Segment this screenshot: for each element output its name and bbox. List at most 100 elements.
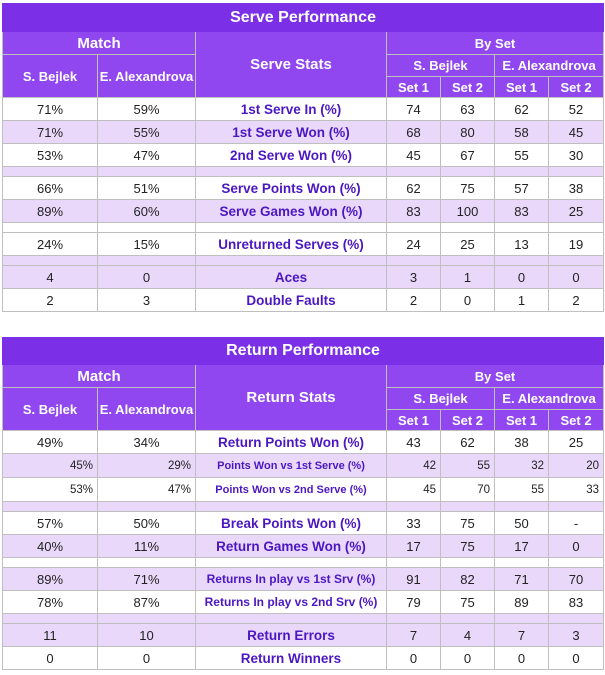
- set-value: 0: [440, 288, 495, 312]
- table-row: 11 10 Return Errors 7 4 7 3: [2, 623, 605, 647]
- match-value: 11%: [97, 534, 196, 558]
- stat-label: Break Points Won (%): [195, 511, 387, 535]
- set1-header: Set 1: [386, 409, 441, 431]
- match-value: 78%: [2, 590, 98, 614]
- return-performance-panel: Return Performance Match Return Stats By…: [1, 337, 605, 670]
- set-value: 79: [386, 590, 441, 614]
- set-value: 3: [547, 623, 605, 647]
- set-value: 62: [386, 176, 441, 200]
- set-value: 75: [440, 590, 495, 614]
- table-row: 49% 34% Return Points Won (%) 43 62 38 2…: [2, 430, 605, 454]
- stat-label: Points Won vs 1st Serve (%): [195, 453, 387, 478]
- spacer-row: [2, 222, 605, 233]
- match-value: 89%: [2, 567, 98, 591]
- set-value: 0: [440, 646, 495, 670]
- table-row: 0 0 Return Winners 0 0 0 0: [2, 646, 605, 670]
- set-value: 55: [494, 477, 549, 502]
- set-value: 17: [386, 534, 441, 558]
- set-value: 30: [547, 143, 605, 167]
- table-row: 53% 47% 2nd Serve Won (%) 45 67 55 30: [2, 143, 605, 167]
- stat-label: Serve Games Won (%): [195, 199, 387, 223]
- player2-header: E. Alexandrova: [97, 387, 196, 431]
- table-row: 66% 51% Serve Points Won (%) 62 75 57 38: [2, 176, 605, 200]
- stat-label: 1st Serve Won (%): [195, 120, 387, 144]
- set-value: 50: [494, 511, 549, 535]
- match-value: 60%: [97, 199, 196, 223]
- set-value: 83: [386, 199, 441, 223]
- set2-header: Set 2: [440, 76, 495, 98]
- spacer-row: [2, 557, 605, 568]
- set1-header: Set 1: [494, 76, 549, 98]
- set-value: 52: [547, 97, 605, 121]
- serve-performance-panel: Serve Performance Match Serve Stats By S…: [1, 3, 605, 312]
- set-value: 57: [494, 176, 549, 200]
- stat-label: Returns In play vs 1st Srv (%): [195, 567, 387, 591]
- set1-header: Set 1: [494, 409, 549, 431]
- set-value: 63: [440, 97, 495, 121]
- set-value: 74: [386, 97, 441, 121]
- match-value: 29%: [97, 453, 196, 478]
- set-player2-header: E. Alexandrova: [493, 387, 605, 410]
- set-value: 83: [547, 590, 605, 614]
- set-value: 82: [440, 567, 495, 591]
- by-set-header: By Set: [385, 31, 605, 55]
- return-stats-header: Return Stats: [195, 364, 387, 431]
- serve-header-row-1: Match Serve Stats By Set: [2, 31, 605, 98]
- return-title-row: Return Performance: [1, 337, 605, 365]
- set-value: 42: [386, 453, 441, 478]
- stat-label: Serve Points Won (%): [195, 176, 387, 200]
- set-value: 58: [494, 120, 549, 144]
- match-header: Match: [2, 31, 196, 55]
- match-value: 53%: [2, 477, 98, 502]
- set-value: 80: [440, 120, 495, 144]
- match-value: 34%: [97, 430, 196, 454]
- table-row: 71% 55% 1st Serve Won (%) 68 80 58 45: [2, 120, 605, 144]
- return-header-row-3: Set 1 Set 2 Set 1 Set 2: [3, 409, 605, 431]
- set-value: -: [547, 511, 605, 535]
- table-row: 45% 29% Points Won vs 1st Serve (%) 42 5…: [2, 453, 605, 478]
- match-value: 59%: [97, 97, 196, 121]
- set-value: 83: [494, 199, 549, 223]
- table-row: 89% 71% Returns In play vs 1st Srv (%) 9…: [2, 567, 605, 591]
- stat-label: Unreturned Serves (%): [195, 232, 387, 256]
- match-value: 71%: [2, 120, 98, 144]
- set-value: 0: [494, 646, 549, 670]
- match-value: 0: [2, 646, 98, 670]
- stat-label: Double Faults: [195, 288, 387, 312]
- set-value: 75: [440, 176, 495, 200]
- set-value: 62: [440, 430, 495, 454]
- match-value: 10: [97, 623, 196, 647]
- stat-label: 1st Serve In (%): [195, 97, 387, 121]
- set-value: 24: [386, 232, 441, 256]
- set2-header: Set 2: [440, 409, 495, 431]
- table-row: 2 3 Double Faults 2 0 1 2: [2, 288, 605, 312]
- set2-header: Set 2: [547, 76, 605, 98]
- serve-stats-header: Serve Stats: [195, 31, 387, 98]
- table-row: 40% 11% Return Games Won (%) 17 75 17 0: [2, 534, 605, 558]
- set-value: 25: [547, 430, 605, 454]
- match-value: 50%: [97, 511, 196, 535]
- match-value: 3: [97, 288, 196, 312]
- set-value: 45: [386, 477, 441, 502]
- return-header-row-2: S. Bejlek E. Alexandrova S. Bejlek E. Al…: [2, 387, 605, 431]
- stat-label: Return Games Won (%): [195, 534, 387, 558]
- table-row: 24% 15% Unreturned Serves (%) 24 25 13 1…: [2, 232, 605, 256]
- match-value: 2: [2, 288, 98, 312]
- match-value: 66%: [2, 176, 98, 200]
- set-value: 20: [547, 453, 605, 478]
- match-value: 45%: [2, 453, 98, 478]
- match-value: 71%: [2, 97, 98, 121]
- set-value: 75: [440, 511, 495, 535]
- match-value: 0: [97, 646, 196, 670]
- spacer-row: [2, 613, 605, 624]
- set-value: 4: [440, 623, 495, 647]
- stat-label: Return Winners: [195, 646, 387, 670]
- set-value: 38: [494, 430, 549, 454]
- set-value: 55: [494, 143, 549, 167]
- match-value: 89%: [2, 199, 98, 223]
- by-set-header: By Set: [385, 364, 605, 388]
- set-value: 0: [494, 265, 549, 289]
- set-value: 55: [440, 453, 495, 478]
- stat-label: Return Errors: [195, 623, 387, 647]
- return-table: Return Performance Match Return Stats By…: [1, 337, 605, 670]
